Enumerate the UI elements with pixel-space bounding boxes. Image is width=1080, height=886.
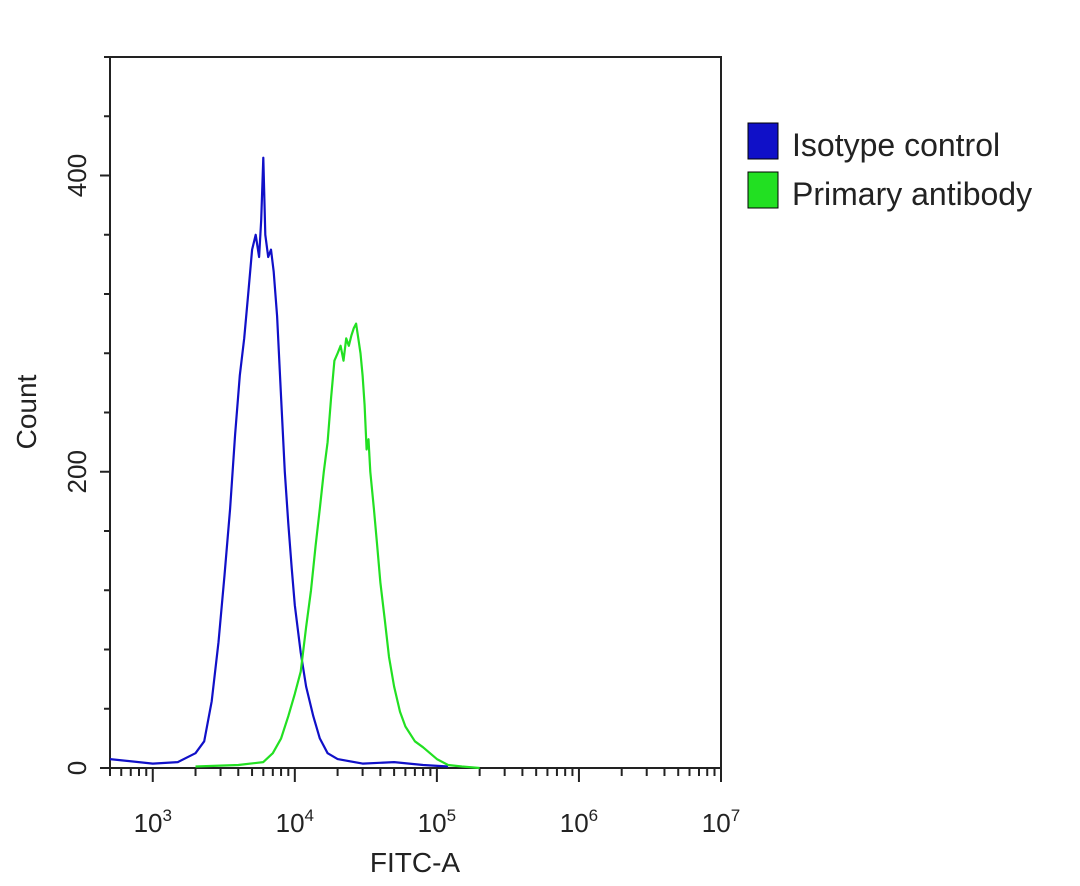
x-tick-label-1e4: 104 [276,806,314,838]
series-line-primary-antibody [195,322,480,770]
x-axis-ticks: 103 104 105 106 107 [109,768,740,838]
x-tick-label-1e3: 103 [134,806,172,838]
plot-frame [109,56,722,769]
y-axis-title: Count [11,374,42,449]
y-tick-label-400: 400 [62,154,92,197]
y-tick-label-0: 0 [62,761,92,775]
series-line-isotype-control [109,156,449,768]
x-tick-label-1e7: 107 [702,806,740,838]
legend: Isotype control Primary antibody [747,122,1032,212]
y-tick-label-200: 200 [62,450,92,493]
x-tick-label-1e6: 106 [560,806,598,838]
y-axis-ticks: 0 200 400 [62,56,110,775]
legend-label-primary-antibody: Primary antibody [792,176,1032,212]
x-tick-label-1e5: 105 [418,806,456,838]
x-axis-title: FITC-A [370,847,461,878]
legend-swatch-isotype-control [747,122,779,160]
series-layer [109,156,480,770]
legend-label-isotype-control: Isotype control [792,127,1000,163]
legend-swatch-primary-antibody [747,171,779,209]
